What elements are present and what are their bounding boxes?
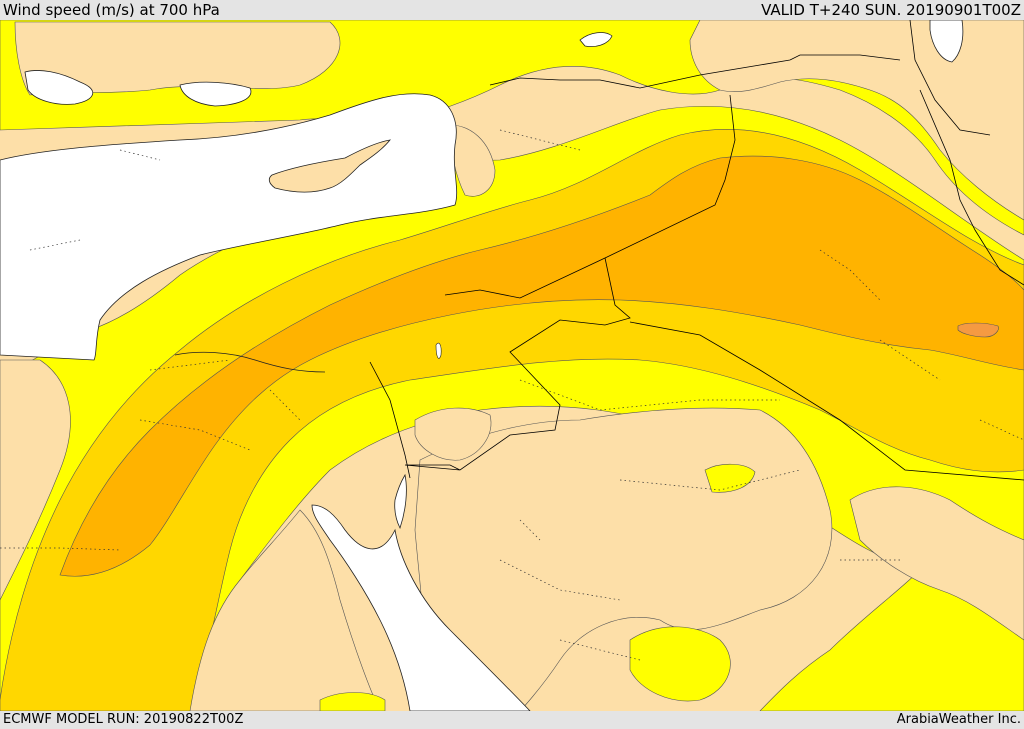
calm-egypt bbox=[189, 509, 381, 711]
wind-patch-e bbox=[704, 463, 756, 493]
calm-libya-coast bbox=[0, 359, 71, 601]
credit-label: ArabiaWeather Inc. bbox=[896, 712, 1021, 727]
header-bar: Wind speed (m/s) at 700 hPa VALID T+240 … bbox=[0, 0, 1024, 20]
gulf-of-aqaba bbox=[394, 473, 407, 530]
gulf-izmir bbox=[179, 81, 252, 107]
province-lines bbox=[0, 129, 1024, 661]
valid-time: VALID T+240 SUN. 20190901T00Z bbox=[761, 1, 1021, 19]
dead-sea bbox=[435, 342, 442, 359]
nile-coast bbox=[174, 351, 326, 373]
red-sea bbox=[311, 504, 531, 711]
footer-bar: ECMWF MODEL RUN: 20190822T00Z ArabiaWeat… bbox=[0, 711, 1024, 729]
wind-patch-se bbox=[629, 626, 731, 702]
calm-caucasus bbox=[689, 20, 1024, 221]
calm-sinai bbox=[414, 407, 492, 461]
wind-patch-s bbox=[319, 692, 386, 711]
calm-arabia-south bbox=[849, 486, 1024, 641]
calm-turkey bbox=[14, 21, 341, 96]
caspian-sea bbox=[929, 20, 964, 63]
aegean-sea bbox=[24, 70, 93, 105]
lake-van bbox=[579, 32, 613, 47]
wind-band-4 bbox=[957, 322, 999, 338]
model-run: ECMWF MODEL RUN: 20190822T00Z bbox=[3, 712, 244, 727]
wind-speed-map bbox=[0, 20, 1024, 711]
map-title: Wind speed (m/s) at 700 hPa bbox=[3, 1, 220, 19]
wind-band-3 bbox=[59, 155, 1024, 577]
borders bbox=[369, 20, 1024, 481]
cyprus bbox=[268, 139, 391, 193]
